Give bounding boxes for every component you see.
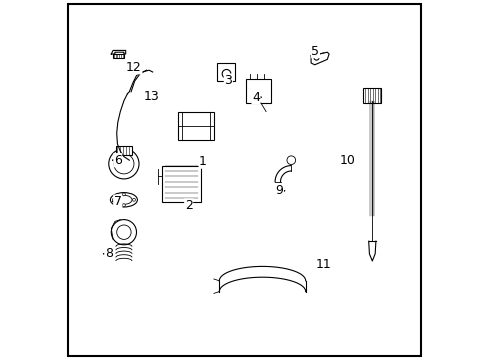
Bar — [113, 54, 123, 58]
Text: 4: 4 — [252, 91, 260, 104]
Bar — [116, 146, 132, 155]
Circle shape — [286, 156, 295, 165]
Text: 7: 7 — [114, 195, 122, 208]
Circle shape — [222, 69, 230, 78]
Text: 3: 3 — [224, 74, 232, 87]
Text: 2: 2 — [184, 199, 192, 212]
Circle shape — [132, 198, 135, 201]
Circle shape — [117, 225, 131, 239]
Text: 8: 8 — [104, 247, 113, 260]
Text: 5: 5 — [311, 45, 319, 58]
Text: 12: 12 — [126, 61, 142, 74]
Bar — [162, 166, 201, 202]
Text: 10: 10 — [339, 154, 355, 167]
Bar — [178, 112, 213, 140]
Ellipse shape — [110, 193, 137, 207]
Text: 11: 11 — [315, 258, 331, 271]
Text: 13: 13 — [144, 90, 160, 103]
Ellipse shape — [116, 195, 132, 204]
Bar — [363, 88, 381, 103]
Text: 1: 1 — [199, 155, 206, 168]
Text: 9: 9 — [275, 184, 283, 197]
Circle shape — [114, 154, 134, 174]
Circle shape — [111, 220, 136, 245]
Circle shape — [122, 204, 125, 207]
Circle shape — [313, 55, 318, 60]
Circle shape — [108, 149, 139, 179]
Circle shape — [112, 198, 115, 201]
Bar — [217, 63, 235, 81]
Text: 6: 6 — [114, 154, 122, 167]
Bar — [246, 79, 271, 103]
Circle shape — [122, 193, 125, 196]
